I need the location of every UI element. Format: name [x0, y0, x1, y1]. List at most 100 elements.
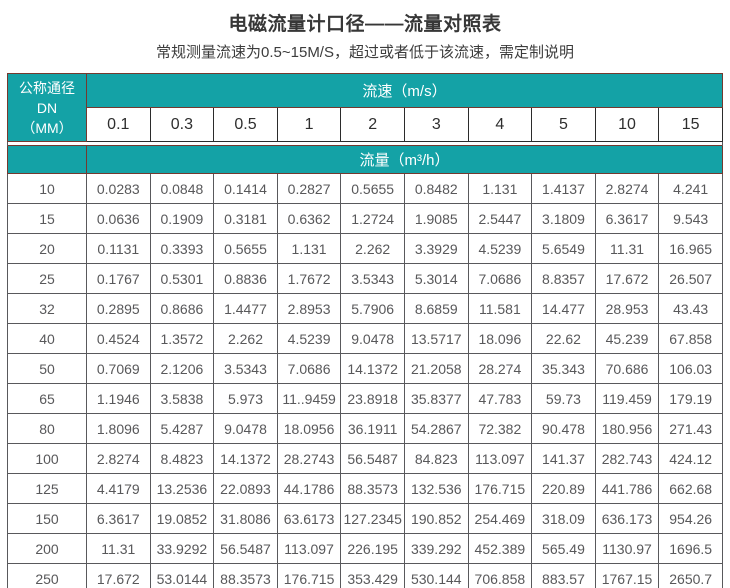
flow-value-cell: 4.4179 — [86, 473, 151, 504]
flow-value-cell: 282.743 — [594, 443, 660, 474]
flow-value-cell: 0.8836 — [213, 263, 278, 294]
flow-value-cell: 2.1206 — [149, 353, 215, 384]
flow-value-cell: 70.686 — [594, 353, 660, 384]
flow-value-cell: 339.292 — [403, 533, 469, 564]
flow-value-cell: 43.43 — [658, 293, 723, 324]
flow-value-cell: 67.858 — [658, 323, 723, 354]
velocity-value-cell: 15 — [658, 107, 723, 142]
flow-value-cell: 44.1786 — [276, 473, 342, 504]
flow-value-cell: 190.852 — [403, 503, 469, 534]
flow-value-cell: 84.823 — [403, 443, 469, 474]
flow-value-cell: 2.5447 — [467, 203, 533, 234]
flow-value-cell: 33.9292 — [149, 533, 215, 564]
flow-value-cell: 1.4137 — [531, 173, 596, 204]
flow-value-cell: 1.3572 — [149, 323, 215, 354]
flow-value-cell: 0.0283 — [86, 173, 151, 204]
table-row-dn-65: 65 1.1946 3.5838 5.973 11..9459 23.8918 35.837… — [7, 383, 723, 414]
velocity-value-cell: 5 — [531, 107, 596, 142]
flow-value-cell: 5.3014 — [403, 263, 469, 294]
flow-value-cell: 8.8357 — [531, 263, 596, 294]
dn-cell: 15 — [7, 203, 87, 234]
flow-value-cell: 13.2536 — [149, 473, 215, 504]
flow-value-cell: 17.672 — [594, 263, 660, 294]
flow-value-cell: 72.382 — [467, 413, 533, 444]
flow-value-cell: 2.8953 — [276, 293, 342, 324]
flow-value-cell: 22.0893 — [213, 473, 278, 504]
velocity-value-cell: 4 — [467, 107, 533, 142]
dn-cell: 65 — [7, 383, 87, 414]
flow-value-cell: 9.543 — [658, 203, 723, 234]
dn-cell: 20 — [7, 233, 87, 264]
flow-value-cell: 0.8686 — [149, 293, 215, 324]
flow-value-cell: 17.672 — [86, 563, 151, 588]
flow-value-cell: 176.715 — [276, 563, 342, 588]
velocity-value-cell: 0.3 — [149, 107, 215, 142]
flow-value-cell: 11.31 — [86, 533, 151, 564]
flow-value-cell: 88.3573 — [213, 563, 278, 588]
flow-value-cell: 28.274 — [467, 353, 533, 384]
flow-value-cell: 0.1767 — [86, 263, 151, 294]
table-header: 公称通径DN （MM） 流速（m/s） 0.1 0.3 0.5 1 2 3 4 5 10 15 流… — [7, 73, 723, 174]
flow-value-cell: 254.469 — [467, 503, 533, 534]
table-row-dn-250: 250 17.672 53.0144 88.3573 176.715 353.429 530… — [7, 563, 723, 588]
flow-value-cell: 45.239 — [594, 323, 660, 354]
flow-value-cell: 119.459 — [594, 383, 660, 414]
velocity-value-cell: 1 — [276, 107, 342, 142]
dn-cell: 10 — [7, 173, 87, 204]
flow-value-cell: 530.144 — [403, 563, 469, 588]
flow-value-cell: 226.195 — [340, 533, 405, 564]
flow-value-cell: 1.4477 — [213, 293, 278, 324]
flow-value-cell: 19.0852 — [149, 503, 215, 534]
flow-value-cell: 11..9459 — [276, 383, 342, 414]
velocity-values-row: 0.1 0.3 0.5 1 2 3 4 5 10 15 — [8, 107, 723, 142]
flow-value-cell: 7.0686 — [467, 263, 533, 294]
flow-value-cell: 0.3393 — [149, 233, 215, 264]
flow-value-cell: 1.131 — [276, 233, 342, 264]
table-row-dn-50: 50 0.7069 2.1206 3.5343 7.0686 14.1372 21.2058… — [7, 353, 723, 384]
velocity-header-row: 公称通径DN （MM） 流速（m/s） — [7, 73, 723, 142]
page-title: 电磁流量计口径——流量对照表 — [228, 14, 502, 35]
flow-value-cell: 954.26 — [658, 503, 723, 534]
flow-comparison-page: 电磁流量计口径——流量对照表 常规测量流速为0.5~15M/S，超过或者低于该流… — [0, 9, 730, 588]
flow-value-cell: 113.097 — [276, 533, 342, 564]
velocity-value-cell: 2 — [340, 107, 405, 142]
flow-value-cell: 565.49 — [531, 533, 596, 564]
flow-value-cell: 1.1946 — [86, 383, 151, 414]
flow-value-cell: 0.8482 — [403, 173, 469, 204]
dn-cell: 100 — [7, 443, 87, 474]
flow-value-cell: 2.8274 — [86, 443, 151, 474]
flow-value-cell: 220.89 — [531, 473, 596, 504]
flow-value-cell: 22.62 — [531, 323, 596, 354]
flow-value-cell: 441.786 — [594, 473, 660, 504]
flow-value-cell: 0.5655 — [213, 233, 278, 264]
flow-value-cell: 179.19 — [658, 383, 723, 414]
flow-value-cell: 0.0848 — [149, 173, 215, 204]
flow-header-spacer — [7, 145, 87, 174]
table-row-dn-20: 20 0.1131 0.3393 0.5655 1.131 2.262 3.3929 4.52… — [7, 233, 723, 264]
flow-value-cell: 1.8096 — [86, 413, 151, 444]
flow-value-cell: 353.429 — [340, 563, 405, 588]
flow-value-cell: 706.858 — [467, 563, 533, 588]
flow-value-cell: 90.478 — [531, 413, 596, 444]
dn-cell: 250 — [7, 563, 87, 588]
flow-value-cell: 176.715 — [467, 473, 533, 504]
table-row-dn-15: 15 0.0636 0.1909 0.3181 0.6362 1.2724 1.9085 2.… — [7, 203, 723, 234]
flow-value-cell: 1.2724 — [340, 203, 405, 234]
flow-value-cell: 883.57 — [531, 563, 596, 588]
flow-value-cell: 0.1131 — [86, 233, 151, 264]
flow-value-cell: 8.4823 — [149, 443, 215, 474]
flow-value-cell: 6.3617 — [86, 503, 151, 534]
flow-value-cell: 127.2345 — [340, 503, 405, 534]
flow-header-row: 流量（m³/h） — [7, 145, 723, 174]
flow-value-cell: 3.3929 — [403, 233, 469, 264]
flow-value-cell: 3.1809 — [531, 203, 596, 234]
flow-value-cell: 53.0144 — [149, 563, 215, 588]
flow-value-cell: 9.0478 — [340, 323, 405, 354]
flow-value-cell: 14.477 — [531, 293, 596, 324]
flow-value-cell: 8.6859 — [403, 293, 469, 324]
flow-value-cell: 16.965 — [658, 233, 723, 264]
table-row-dn-200: 200 11.31 33.9292 56.5487 113.097 226.195 339.… — [7, 533, 723, 564]
flow-value-cell: 0.0636 — [86, 203, 151, 234]
dn-cell: 25 — [7, 263, 87, 294]
table-body: 10 0.0283 0.0848 0.1414 0.2827 0.5655 0.8482 1.… — [7, 173, 723, 588]
